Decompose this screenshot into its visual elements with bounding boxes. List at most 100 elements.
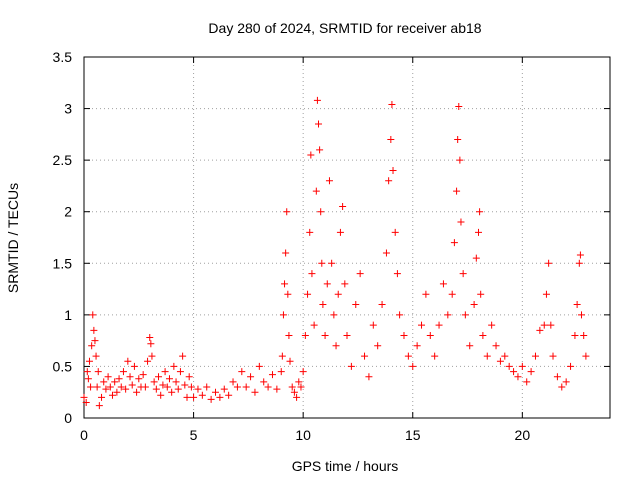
data-point <box>268 371 276 379</box>
data-point <box>409 362 417 370</box>
data-point <box>545 259 553 267</box>
data-point <box>113 388 121 396</box>
data-point <box>157 391 165 399</box>
data-point <box>163 383 171 391</box>
data-point <box>170 362 178 370</box>
data-point <box>308 270 316 278</box>
data-point <box>242 383 250 391</box>
data-point <box>319 301 327 309</box>
data-point <box>382 249 390 257</box>
data-point <box>323 280 331 288</box>
data-point <box>84 375 92 383</box>
data-point <box>536 326 544 334</box>
data-point <box>456 156 464 164</box>
data-point <box>439 280 447 288</box>
data-point <box>332 342 340 350</box>
data-point <box>198 391 206 399</box>
data-point <box>540 321 548 329</box>
data-point <box>128 381 136 389</box>
data-point <box>571 331 579 339</box>
data-point <box>306 228 314 236</box>
data-point <box>293 393 301 401</box>
data-point <box>106 383 114 391</box>
data-point <box>88 342 96 350</box>
data-point <box>119 368 127 376</box>
data-point <box>431 352 439 360</box>
data-point <box>281 280 289 288</box>
data-point <box>87 383 95 391</box>
data-point <box>339 203 347 211</box>
data-point <box>501 352 509 360</box>
data-point <box>448 290 456 298</box>
data-point <box>387 136 395 144</box>
data-points <box>80 96 590 410</box>
y-tick-label: 3.5 <box>53 49 73 65</box>
data-point <box>299 368 307 376</box>
data-point <box>124 357 132 365</box>
data-point <box>352 301 360 309</box>
data-point <box>418 321 426 329</box>
data-point <box>194 385 202 393</box>
data-point <box>216 393 224 401</box>
data-point <box>117 383 125 391</box>
data-point <box>317 208 325 216</box>
data-point <box>388 100 396 108</box>
data-point <box>288 383 296 391</box>
data-point <box>562 378 570 386</box>
data-point <box>183 393 191 401</box>
data-point <box>325 177 333 185</box>
data-point <box>558 383 566 391</box>
data-point <box>400 331 408 339</box>
y-tick-label: 0 <box>64 410 72 426</box>
data-point <box>483 352 491 360</box>
data-point <box>282 249 290 257</box>
data-point <box>260 378 268 386</box>
data-point <box>141 383 149 391</box>
data-point <box>393 270 401 278</box>
data-point <box>347 362 355 370</box>
data-point <box>89 311 97 319</box>
data-point <box>172 378 180 386</box>
data-point <box>238 368 246 376</box>
data-point <box>341 280 349 288</box>
data-point <box>255 362 263 370</box>
data-point <box>575 259 583 267</box>
y-axis-label: SRMTID / TECUs <box>5 183 21 293</box>
data-point <box>496 357 504 365</box>
data-point <box>147 340 155 348</box>
data-point <box>82 399 90 407</box>
data-point <box>278 352 286 360</box>
data-point <box>165 375 173 383</box>
y-tick-label: 3 <box>64 101 72 117</box>
data-point <box>316 146 324 154</box>
y-tick-label: 2 <box>64 204 72 220</box>
data-point <box>161 368 169 376</box>
data-point <box>212 388 219 396</box>
data-point <box>93 383 101 391</box>
data-point <box>102 385 110 393</box>
data-point <box>457 218 465 226</box>
data-point <box>582 352 590 360</box>
axis-ticks: 0 0.5 1 1.5 2 2.5 3 3.5 0 5 10 15 20 <box>53 49 610 443</box>
data-point <box>472 254 480 262</box>
data-point <box>80 393 88 401</box>
data-point <box>453 187 461 195</box>
data-point <box>225 391 233 399</box>
y-tick-label: 2.5 <box>53 152 73 168</box>
data-point <box>126 373 134 381</box>
data-point <box>334 290 342 298</box>
y-tick-label: 1.5 <box>53 255 73 271</box>
data-point <box>284 290 292 298</box>
data-point <box>514 373 522 381</box>
data-point <box>361 352 369 360</box>
data-point <box>233 383 241 391</box>
data-point <box>542 290 550 298</box>
data-point <box>100 378 108 386</box>
data-point <box>488 321 496 329</box>
data-point <box>273 385 281 393</box>
data-point <box>92 352 100 360</box>
x-tick-label: 5 <box>190 427 198 443</box>
data-point <box>307 151 315 159</box>
data-point <box>369 321 377 329</box>
